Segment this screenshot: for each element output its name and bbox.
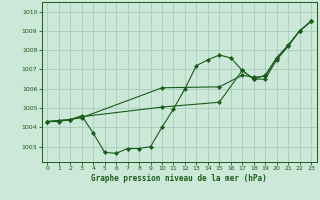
X-axis label: Graphe pression niveau de la mer (hPa): Graphe pression niveau de la mer (hPa) (91, 174, 267, 183)
